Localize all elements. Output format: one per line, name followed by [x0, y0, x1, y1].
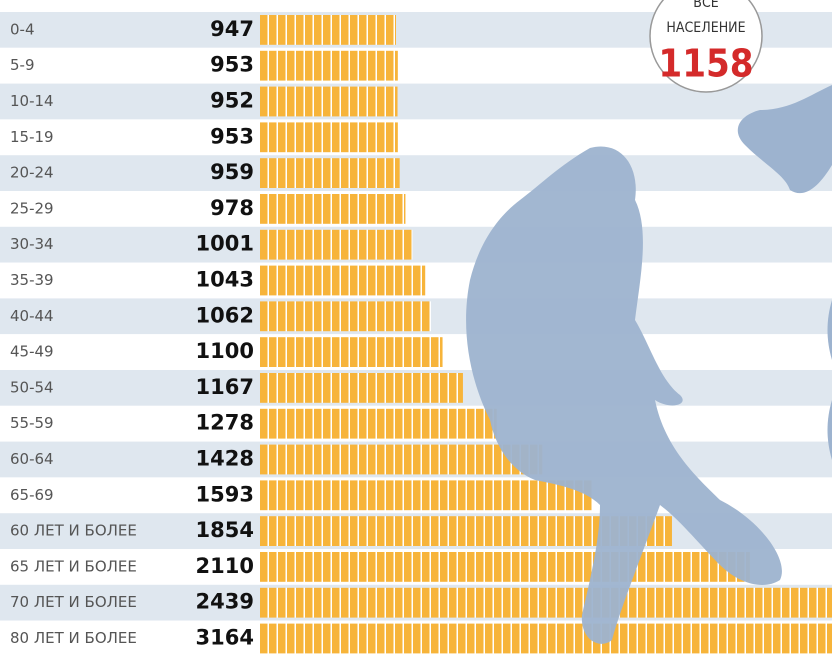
- value-label: 959: [210, 160, 254, 184]
- value-label: 1043: [196, 268, 254, 292]
- value-label: 1278: [196, 411, 254, 435]
- category-label: 65 ЛЕТ И БОЛЕЕ: [10, 557, 137, 575]
- category-label: 65-69: [10, 486, 54, 504]
- bar: [260, 194, 405, 224]
- row-band: [0, 155, 832, 191]
- value-label: 1428: [196, 447, 254, 471]
- value-label: 1593: [196, 482, 254, 506]
- category-label: 10-14: [10, 92, 54, 110]
- value-label: 953: [210, 53, 254, 77]
- bar: [260, 588, 832, 618]
- category-label: 55-59: [10, 414, 54, 432]
- bar: [260, 301, 431, 331]
- value-label: 1100: [196, 339, 254, 363]
- category-label: 25-29: [10, 199, 54, 217]
- category-label: 40-44: [10, 307, 54, 325]
- category-label: 5-9: [10, 56, 35, 74]
- category-label: 0-4: [10, 20, 35, 38]
- bar: [260, 15, 396, 45]
- value-label: 2110: [196, 554, 254, 578]
- bar: [260, 122, 398, 152]
- category-label: 30-34: [10, 235, 54, 253]
- value-label: 953: [210, 124, 254, 148]
- bar: [260, 373, 463, 403]
- value-label: 1854: [196, 518, 254, 542]
- value-label: 2439: [196, 590, 254, 614]
- category-label: 60 ЛЕТ И БОЛЕЕ: [10, 522, 137, 540]
- category-label: 80 ЛЕТ И БОЛЕЕ: [10, 629, 137, 647]
- bar: [260, 230, 412, 260]
- bar: [260, 87, 398, 117]
- bar: [260, 552, 750, 582]
- value-label: 952: [210, 89, 254, 113]
- value-label: 978: [210, 196, 254, 220]
- value-label: 1167: [196, 375, 254, 399]
- category-label: 60-64: [10, 450, 54, 468]
- bar: [260, 624, 832, 654]
- highlight-badge: ВСЕ НАСЕЛЕНИЕ 1158: [650, 0, 762, 92]
- bar: [260, 51, 398, 81]
- value-label: 1001: [196, 232, 254, 256]
- category-label: 45-49: [10, 343, 54, 361]
- category-label: 35-39: [10, 271, 54, 289]
- chart: 0-4 947 5-9 953 10-14 952 15-19 953 20-24 959 25-2…: [0, 0, 832, 667]
- category-label: 50-54: [10, 378, 54, 396]
- badge-top: ВСЕ: [693, 0, 718, 11]
- badge-label: НАСЕЛЕНИЕ: [666, 20, 745, 36]
- category-label: 15-19: [10, 128, 54, 146]
- row-band: [0, 119, 832, 155]
- badge-value: 1158: [658, 42, 753, 86]
- value-label: 3164: [196, 626, 254, 650]
- bar: [260, 266, 425, 296]
- row-band: [0, 227, 832, 263]
- bar: [260, 445, 542, 475]
- category-label: 20-24: [10, 164, 54, 182]
- bar: [260, 337, 443, 367]
- row-band: [0, 191, 832, 227]
- value-label: 1062: [196, 303, 254, 327]
- bar: [260, 480, 593, 510]
- bar: [260, 409, 497, 439]
- value-label: 947: [210, 17, 254, 41]
- category-label: 70 ЛЕТ И БОЛЕЕ: [10, 593, 137, 611]
- bar: [260, 158, 400, 188]
